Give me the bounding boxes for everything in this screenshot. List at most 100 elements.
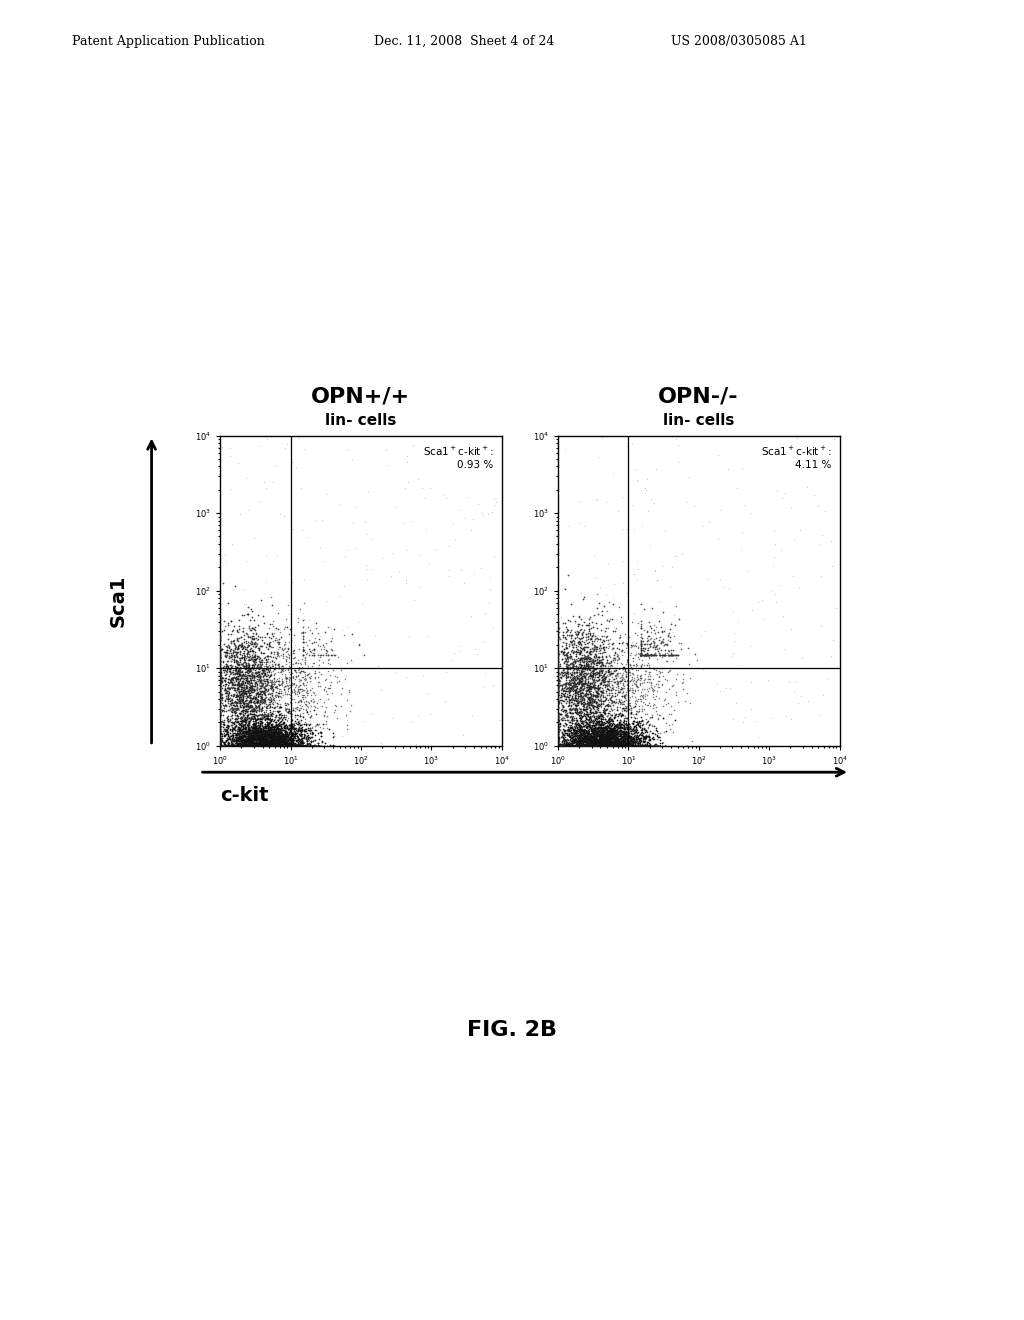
Point [252,735,268,756]
Point [586,735,602,756]
Point [265,733,282,754]
Point [241,733,257,754]
Point [229,685,246,706]
Point [374,680,390,701]
Point [564,709,581,730]
Point [573,659,590,680]
Point [268,722,285,743]
Point [608,735,625,756]
Point [602,729,618,750]
Point [256,730,272,751]
Point [574,730,591,751]
Point [233,701,250,722]
Point [218,681,234,702]
Point [267,735,284,756]
Point [230,680,247,701]
Point [591,735,607,756]
Point [565,669,582,690]
Point [562,688,579,709]
Point [256,681,272,702]
Point [598,726,614,747]
Point [242,726,258,747]
Point [274,730,291,751]
Point [225,735,242,756]
Point [612,704,629,725]
Point [614,726,631,747]
Point [637,669,653,690]
Point [239,719,255,741]
Point [264,693,281,714]
Point [237,661,253,682]
Point [309,672,326,693]
Point [275,727,292,748]
Point [250,735,266,756]
Point [618,735,635,756]
Point [570,730,587,751]
Point [581,735,597,756]
Point [259,735,275,756]
Point [593,614,609,635]
Point [636,698,652,719]
Point [285,519,301,540]
Point [247,733,263,754]
Point [609,733,626,754]
Point [601,725,617,746]
Point [242,665,258,686]
Point [257,647,273,668]
Point [649,657,666,678]
Point [596,735,612,756]
Point [259,718,275,739]
Point [240,718,256,739]
Point [583,725,599,746]
Point [599,730,615,751]
Point [241,735,257,756]
Point [237,735,253,756]
Point [550,681,566,702]
Point [253,665,269,686]
Point [613,653,630,675]
Point [274,719,291,741]
Point [329,667,345,688]
Point [240,642,256,663]
Point [268,735,285,756]
Point [282,735,298,756]
Point [613,735,630,756]
Point [292,715,308,737]
Point [315,704,332,725]
Point [595,735,611,756]
Point [239,660,255,681]
Point [586,735,602,756]
Point [244,696,260,717]
Point [291,719,307,741]
Point [557,638,573,659]
Point [252,708,268,729]
Point [296,661,312,682]
Point [590,708,606,729]
Point [296,593,312,614]
Point [276,733,293,754]
Point [236,735,252,756]
Point [274,734,291,755]
Point [267,735,284,756]
Point [266,735,283,756]
Point [257,735,273,756]
Point [622,726,638,747]
Point [217,735,233,756]
Point [588,735,604,756]
Point [604,669,621,690]
Point [234,682,251,704]
Point [602,725,618,746]
Point [636,640,652,661]
Point [614,735,631,756]
Point [279,715,295,737]
Point [558,675,574,696]
Point [309,693,326,714]
Point [262,730,279,751]
Point [269,735,286,756]
Point [253,733,269,754]
Point [587,718,603,739]
Point [279,726,295,747]
Point [585,681,601,702]
Point [239,734,255,755]
Point [268,731,285,752]
